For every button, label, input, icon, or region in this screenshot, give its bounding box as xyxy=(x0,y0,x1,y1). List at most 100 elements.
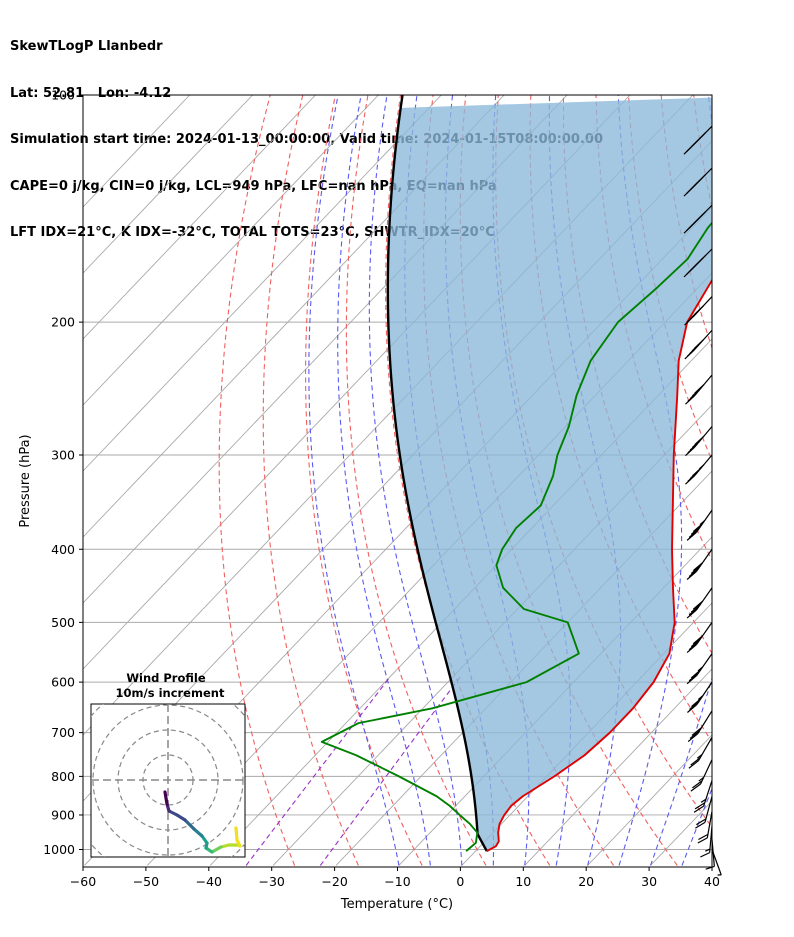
wind-barb-flag xyxy=(686,675,697,685)
wind-barb-staff xyxy=(706,811,713,839)
wind-barb xyxy=(686,509,713,541)
wind-barb-half-flag xyxy=(698,777,704,782)
wind-barb-flag xyxy=(690,638,702,648)
wind-barb xyxy=(697,811,713,844)
x-tick-label: 30 xyxy=(641,874,657,889)
moist-adiabat-25 xyxy=(617,95,683,866)
wind-profile-inset: Wind Profile 10m/s increment xyxy=(90,671,246,858)
wind-barb xyxy=(685,454,713,485)
wind-barb-flag xyxy=(705,865,715,870)
inset-title: Wind Profile xyxy=(126,671,206,685)
wind-barb-half-flag xyxy=(699,520,706,525)
wind-barb xyxy=(695,796,713,829)
dry-adiabat-80 xyxy=(628,95,712,462)
wind-barb-half-flag xyxy=(700,211,707,217)
wind-barb-flag xyxy=(690,603,702,613)
dry-adiabat-120 xyxy=(759,95,794,865)
wind-barb-flag xyxy=(694,435,705,446)
wind-barb xyxy=(688,736,713,769)
moist-adiabat-40 xyxy=(713,78,794,865)
wind-barb-flag xyxy=(686,609,697,619)
y-tick-label: 400 xyxy=(51,542,75,557)
isotherm--120 xyxy=(83,95,442,472)
wind-barb-staff xyxy=(697,736,713,761)
wind-barb-flag xyxy=(690,783,701,792)
isotherm--110 xyxy=(83,95,505,538)
wind-barb-half-flag xyxy=(697,695,704,701)
x-tick-label: 0 xyxy=(456,874,464,889)
wind-barb-staff xyxy=(703,780,713,807)
isotherm--130 xyxy=(83,95,379,406)
cape-cin-fill xyxy=(387,97,712,852)
wind-barb-flag xyxy=(688,567,699,577)
dry-adiabat--20 xyxy=(262,95,359,866)
wind-barb-flag xyxy=(700,852,710,858)
wind-barb-half-flag xyxy=(698,464,705,470)
wind-barb xyxy=(693,780,713,813)
hodograph-segment xyxy=(192,827,204,838)
wind-barb-flag xyxy=(692,600,704,610)
y-tick-label: 200 xyxy=(51,315,75,330)
wind-barb-staff xyxy=(696,681,713,705)
x-tick-label: 10 xyxy=(515,874,531,889)
series-layer xyxy=(320,95,712,853)
dry-adiabat--30 xyxy=(218,95,296,866)
dry-adiabat-50 xyxy=(529,95,712,743)
wind-barb xyxy=(683,125,713,155)
mixing-ratio-line-1 xyxy=(319,676,461,866)
wind-barb-flag xyxy=(688,672,699,682)
wind-barb-staff xyxy=(696,622,713,645)
x-tick-label: −50 xyxy=(133,874,159,889)
wind-barb-flag xyxy=(691,698,702,708)
y-tick-label: 300 xyxy=(51,447,75,462)
y-tick-label: 1000 xyxy=(43,842,75,857)
x-tick-label: −20 xyxy=(321,874,347,889)
hodograph-segment xyxy=(210,845,223,854)
wind-barb-half-flag xyxy=(696,753,703,759)
wind-barb xyxy=(683,248,713,278)
wind-barb-flag xyxy=(686,570,697,580)
wind-barb-flag xyxy=(686,644,697,654)
x-tick-label: 40 xyxy=(704,874,720,889)
wind-barb xyxy=(686,548,713,580)
wind-barb-flag xyxy=(694,802,706,810)
isotherm-10 xyxy=(524,668,712,866)
y-tick-label: 800 xyxy=(51,769,75,784)
wind-barb-flag xyxy=(689,701,700,710)
wind-barb-flag xyxy=(688,760,699,769)
x-tick-label: −40 xyxy=(196,874,222,889)
wind-barb-half-flag xyxy=(700,798,707,803)
cape-fill-layer xyxy=(387,97,712,852)
axis-ticks: −60 −50 −40 −30 −20 −10 0 10 20 30 40 100 200 300 400 5… xyxy=(43,88,720,890)
wind-barb xyxy=(684,296,713,326)
wind-barb-flag xyxy=(692,780,703,789)
wind-barb-staff xyxy=(700,759,713,785)
y-tick-label: 900 xyxy=(51,807,75,822)
wind-barb-half-flag xyxy=(697,666,704,672)
x-tick-label: −10 xyxy=(384,874,410,889)
wind-barb-flag xyxy=(690,565,702,575)
wind-barb-flag xyxy=(687,733,699,743)
parcel-profile-line xyxy=(386,95,488,853)
dry-adiabat--10 xyxy=(305,95,423,866)
y-axis-title: Pressure (hPa) xyxy=(18,434,33,527)
chart-title: SkewTLogP Llanbedr xyxy=(10,39,163,54)
wind-barb-half-flag xyxy=(705,848,711,852)
x-tick-label: 20 xyxy=(578,874,594,889)
wind-barb-flag xyxy=(693,305,704,315)
isotherm--150 xyxy=(83,95,253,274)
wind-barb-flag xyxy=(688,528,699,538)
isotherm-40 xyxy=(713,95,794,865)
y-tick-label: 100 xyxy=(51,88,75,103)
moist-adiabat--10 xyxy=(308,95,400,866)
wind-barb-flag xyxy=(690,757,701,766)
wind-barb-flag xyxy=(698,833,709,840)
wind-barb-half-flag xyxy=(700,132,707,138)
wind-barb xyxy=(683,204,713,234)
wind-barb xyxy=(686,622,713,654)
wind-barb xyxy=(687,710,713,743)
wind-barb xyxy=(685,426,713,457)
y-tick-label: 500 xyxy=(51,615,75,630)
y-tick-label: 700 xyxy=(51,725,75,740)
